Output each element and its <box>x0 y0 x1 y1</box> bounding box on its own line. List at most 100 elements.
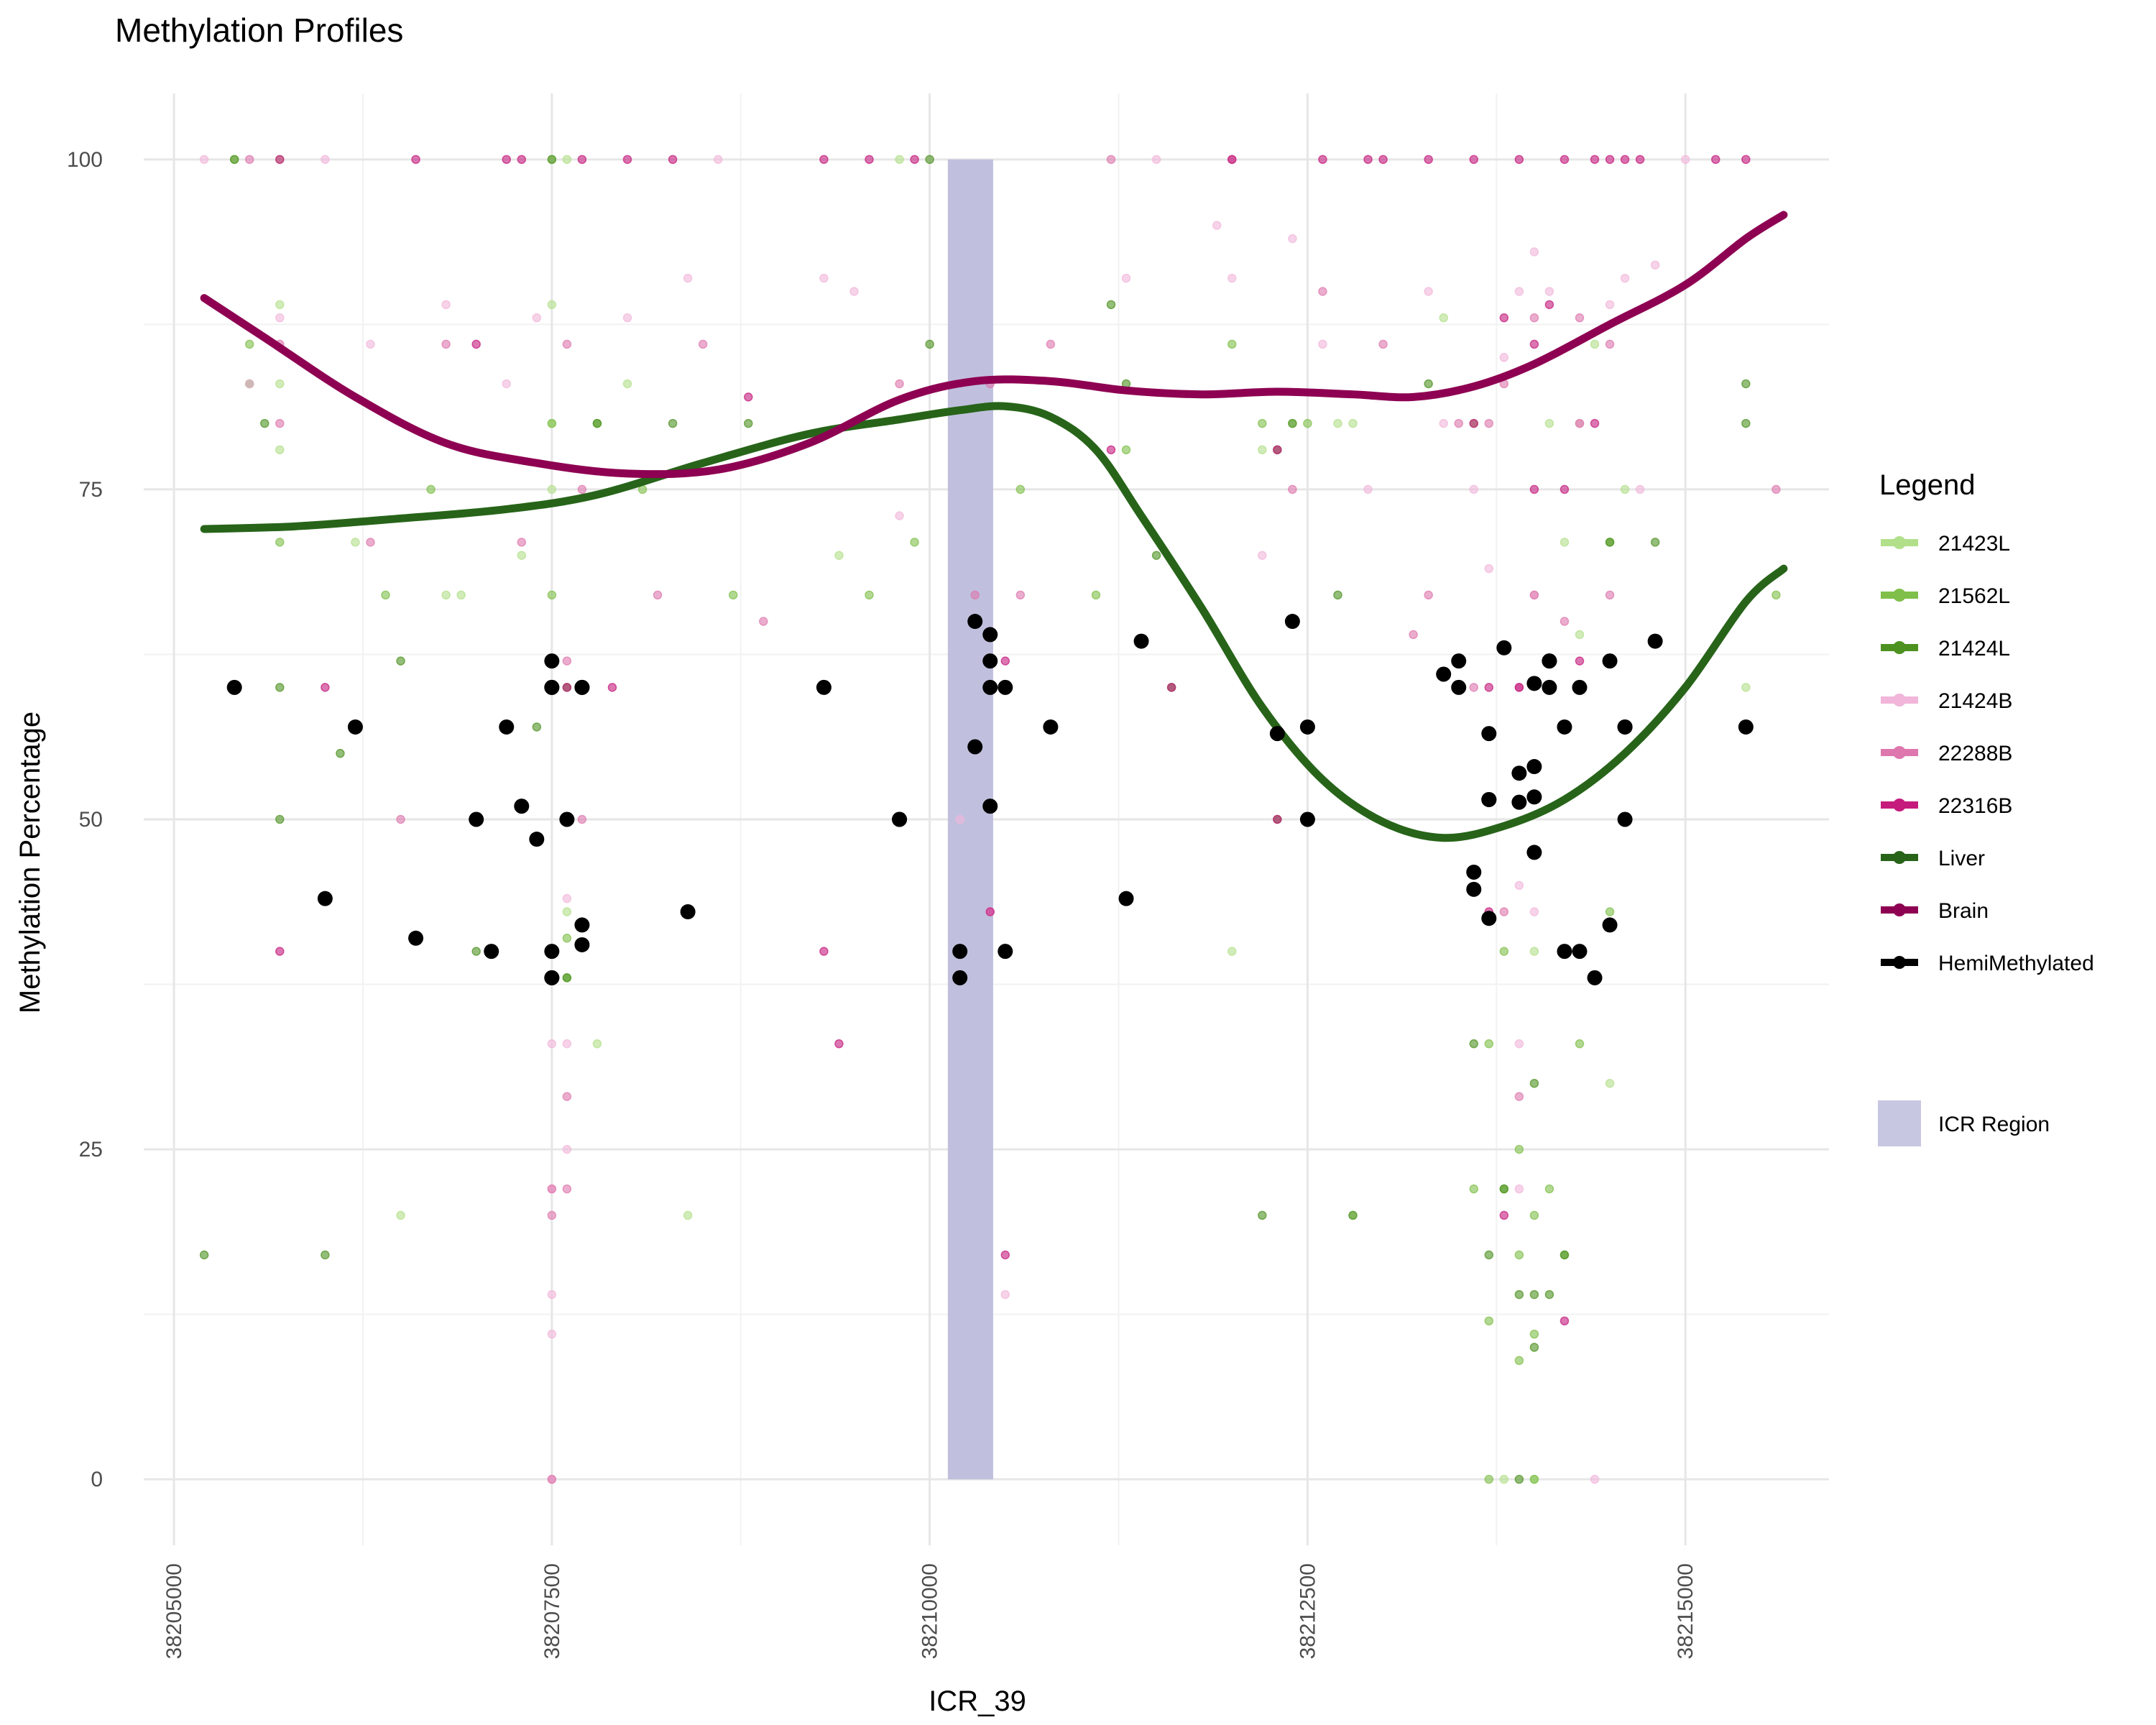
point-22288b <box>653 590 663 600</box>
point-21424l <box>532 722 542 732</box>
point-22288b <box>1046 339 1056 349</box>
legend-label: 21423L <box>1938 532 2010 556</box>
point-21423l <box>1439 313 1448 323</box>
point-21562l <box>562 934 572 943</box>
point-21424l <box>1288 418 1297 428</box>
point-21424l <box>1529 1079 1539 1088</box>
point-hemimethylated <box>816 679 831 695</box>
point-hemimethylated <box>559 811 575 827</box>
point-hemimethylated <box>499 719 515 735</box>
x-axis-title: ICR_39 <box>929 1685 1026 1717</box>
point-hemimethylated <box>484 944 499 960</box>
point-21424l <box>275 814 285 824</box>
point-21424b <box>1544 287 1554 296</box>
point-hemimethylated <box>1738 719 1754 735</box>
point-21424l <box>1499 1184 1509 1194</box>
point-22288b <box>517 538 527 547</box>
point-22316b <box>1635 155 1645 165</box>
point-21423l <box>834 551 844 560</box>
point-22316b <box>622 155 632 165</box>
point-21424b <box>1484 564 1494 574</box>
point-22316b <box>1227 155 1237 165</box>
legend-label: Liver <box>1938 847 1985 870</box>
point-hemimethylated <box>1481 791 1497 807</box>
point-hemimethylated <box>967 739 983 755</box>
point-hemimethylated <box>982 627 998 643</box>
point-21424b <box>562 1039 572 1049</box>
point-21423l <box>683 1210 693 1220</box>
point-21562l <box>547 418 557 428</box>
point-21562l <box>1484 1039 1494 1049</box>
point-22288b <box>1288 484 1297 494</box>
point-21562l <box>1529 1210 1539 1220</box>
point-22316b <box>275 155 285 165</box>
point-21423l <box>1590 339 1600 349</box>
point-22316b <box>668 155 678 165</box>
point-21424b <box>1000 1289 1010 1300</box>
x-tick-label: 38212500 <box>1296 1563 1319 1659</box>
point-22288b <box>562 339 572 349</box>
y-tick-label: 0 <box>91 1468 103 1491</box>
point-22288b <box>244 155 254 165</box>
point-21424l <box>1348 1210 1358 1220</box>
point-hemimethylated <box>1436 666 1452 682</box>
point-hemimethylated <box>1496 640 1512 656</box>
point-21424b <box>1363 484 1373 494</box>
point-21424l <box>925 339 934 349</box>
point-22316b <box>1424 155 1433 165</box>
point-22316b <box>1000 656 1010 666</box>
legend-label: 22316B <box>1938 794 2012 818</box>
point-22288b <box>1378 339 1388 349</box>
point-22316b <box>910 155 919 165</box>
point-21562l <box>244 339 254 349</box>
point-hemimethylated <box>1572 944 1588 960</box>
point-21423l <box>1499 1474 1509 1484</box>
point-21424b <box>1529 907 1539 916</box>
x-tick-label: 38215000 <box>1674 1563 1697 1659</box>
point-21424b <box>1151 155 1161 165</box>
point-22316b <box>1363 155 1373 165</box>
smooth-line-liver <box>200 402 1788 842</box>
point-21562l <box>1772 590 1781 600</box>
point-hemimethylated <box>1526 759 1542 775</box>
point-22316b <box>1529 339 1539 349</box>
point-21424l <box>1650 538 1660 547</box>
y-axis-title: Methylation Percentage <box>14 712 46 1013</box>
point-21424l <box>547 155 557 165</box>
point-21424l <box>1529 1289 1539 1300</box>
point-22288b <box>1469 683 1479 692</box>
point-22316b <box>819 947 829 956</box>
point-21562l <box>275 538 285 547</box>
point-21424b <box>1499 353 1509 362</box>
point-21424b <box>683 273 693 283</box>
point-21562l <box>1499 947 1509 956</box>
point-22316b <box>1484 683 1494 692</box>
point-22288b <box>1409 630 1418 640</box>
point-hemimethylated <box>952 944 968 960</box>
point-hemimethylated <box>1269 726 1285 742</box>
point-21424b <box>321 155 330 165</box>
point-22288b <box>547 1210 557 1220</box>
point-hemimethylated <box>1617 811 1633 827</box>
point-21562l <box>547 590 557 600</box>
point-21424b <box>1605 300 1615 310</box>
point-22316b <box>1499 313 1509 323</box>
point-22288b <box>1015 590 1026 600</box>
point-21424b <box>1514 1039 1524 1049</box>
point-22288b <box>562 1184 572 1194</box>
point-hemimethylated <box>1587 970 1603 985</box>
point-22288b <box>562 1092 572 1101</box>
point-hemimethylated <box>1481 911 1497 926</box>
point-22316b <box>1499 1210 1509 1220</box>
point-21424b <box>1121 273 1131 283</box>
legend-label: ICR Region <box>1938 1113 2050 1136</box>
point-21424b <box>502 379 512 389</box>
point-21423l <box>1544 418 1554 428</box>
point-hemimethylated <box>982 679 998 695</box>
point-21423l <box>1227 947 1237 956</box>
point-hemimethylated <box>1617 719 1633 735</box>
point-hemimethylated <box>1481 726 1497 742</box>
point-21424l <box>1605 538 1615 547</box>
point-21424b <box>1680 155 1690 165</box>
smooth-line-brain <box>200 211 1788 479</box>
